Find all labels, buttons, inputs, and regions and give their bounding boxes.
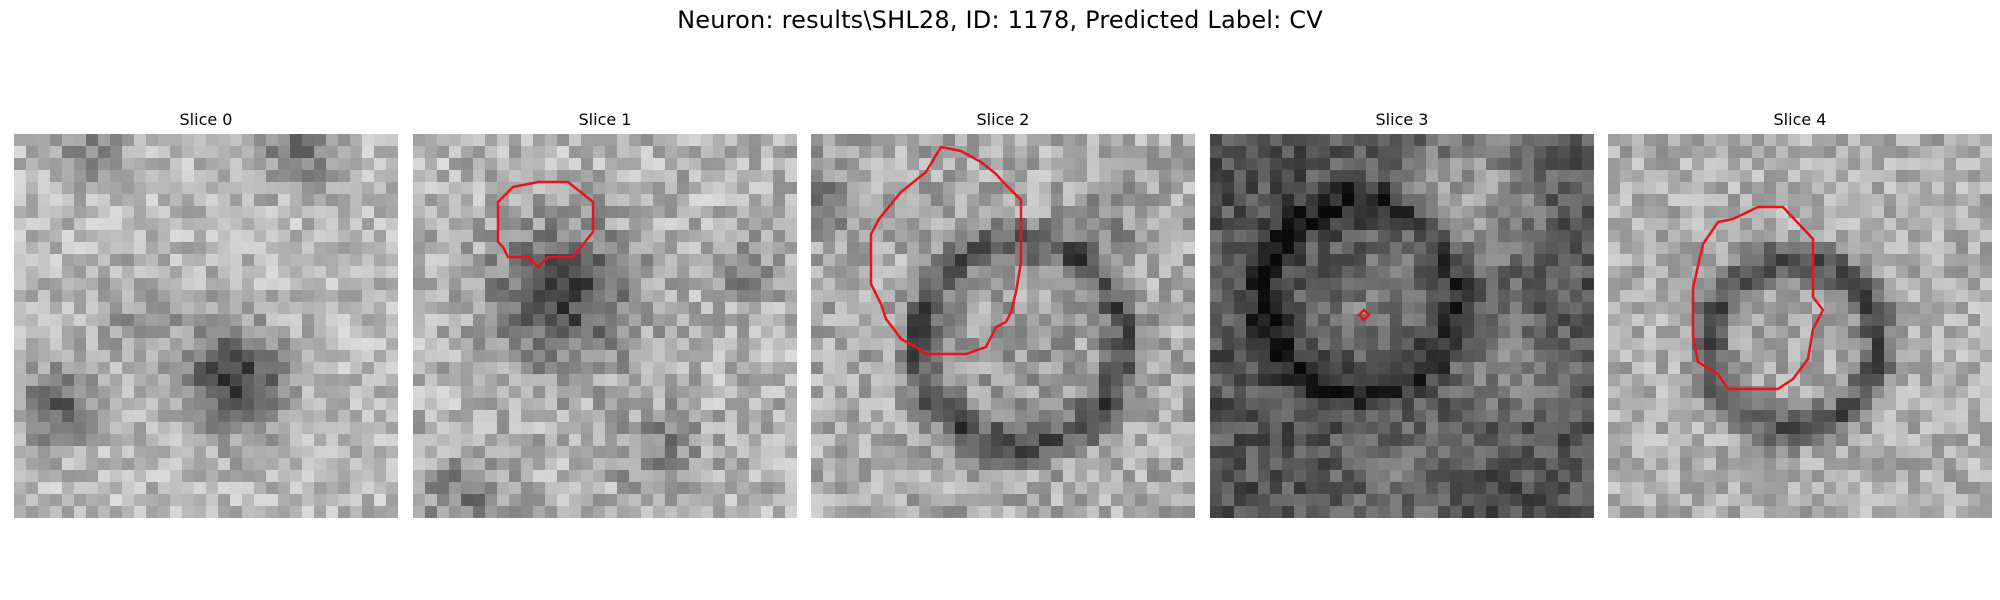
slice-panel-3: Slice 3 bbox=[1210, 108, 1594, 518]
slice-title-4: Slice 4 bbox=[1773, 110, 1827, 129]
slice-image-1 bbox=[413, 134, 797, 518]
slice-image-2 bbox=[811, 134, 1195, 518]
slice-panel-1: Slice 1 bbox=[413, 108, 797, 518]
figure-title: Neuron: results\SHL28, ID: 1178, Predict… bbox=[677, 6, 1323, 34]
slice-image-4 bbox=[1608, 134, 1992, 518]
slice-panel-2: Slice 2 bbox=[811, 108, 1195, 518]
slice-title-1: Slice 1 bbox=[578, 110, 632, 129]
slice-image-0 bbox=[14, 134, 398, 518]
slice-title-0: Slice 0 bbox=[179, 110, 233, 129]
slice-title-2: Slice 2 bbox=[976, 110, 1030, 129]
slice-panel-4: Slice 4 bbox=[1608, 108, 1992, 518]
slice-title-3: Slice 3 bbox=[1375, 110, 1429, 129]
slice-image-3 bbox=[1210, 134, 1594, 518]
slice-panel-0: Slice 0 bbox=[14, 108, 398, 518]
